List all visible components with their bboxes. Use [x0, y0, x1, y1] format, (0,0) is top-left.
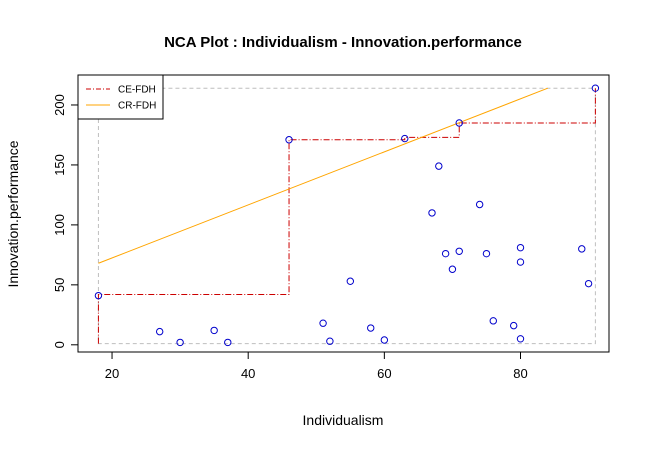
y-axis: 0 50 100 150 200	[52, 94, 78, 348]
data-point	[380, 336, 389, 344]
y-tick-label: 0	[52, 341, 67, 348]
data-point	[489, 317, 497, 325]
data-point	[155, 327, 164, 336]
data-point	[326, 337, 334, 345]
data-point	[346, 277, 355, 285]
x-tick-label: 40	[241, 366, 255, 381]
legend-label: CE-FDH	[118, 85, 156, 96]
data-point	[210, 326, 218, 335]
data-point	[584, 279, 593, 288]
chart-title: NCA Plot : Individualism - Innovation.pe…	[164, 34, 522, 51]
data-point	[94, 291, 103, 300]
x-tick-label: 60	[377, 366, 391, 381]
ceiling-lines	[97, 87, 596, 344]
x-tick-label: 20	[105, 366, 119, 381]
data-point	[367, 324, 375, 332]
data-point	[482, 249, 491, 258]
series-line-ce-fdh	[97, 88, 596, 344]
scope-box	[97, 87, 596, 345]
data-point	[428, 209, 436, 217]
data-point	[509, 321, 518, 330]
data-point	[516, 258, 525, 266]
y-tick-label: 100	[52, 214, 67, 236]
data-point	[176, 338, 184, 347]
y-tick-label: 50	[52, 278, 67, 292]
data-point	[516, 243, 525, 252]
data-point	[401, 134, 409, 143]
series-line-cr-fdh	[98, 87, 548, 264]
data-point	[285, 136, 293, 144]
scope-rectangle	[97, 87, 596, 345]
y-axis-label: Innovation.performance	[5, 140, 21, 287]
x-tick-label: 80	[513, 366, 527, 381]
data-point	[475, 200, 484, 209]
data-point	[578, 245, 586, 253]
data-point	[455, 247, 463, 255]
data-point	[441, 249, 450, 258]
data-point	[455, 119, 463, 127]
y-tick-label: 200	[52, 94, 67, 116]
x-axis-label: Individualism	[303, 412, 384, 428]
data-point	[516, 335, 525, 343]
y-tick-label: 150	[52, 154, 67, 176]
data-point	[591, 84, 600, 92]
data-point	[448, 265, 457, 273]
data-points	[94, 84, 600, 347]
data-point	[224, 338, 232, 347]
plot-frame	[77, 74, 610, 353]
data-point	[435, 162, 443, 170]
legend: CE-FDH CR-FDH	[77, 74, 164, 120]
x-axis: 20 40 60 80	[105, 352, 528, 381]
legend-box	[77, 74, 164, 120]
legend-label: CR-FDH	[118, 101, 156, 112]
data-point	[319, 319, 327, 327]
